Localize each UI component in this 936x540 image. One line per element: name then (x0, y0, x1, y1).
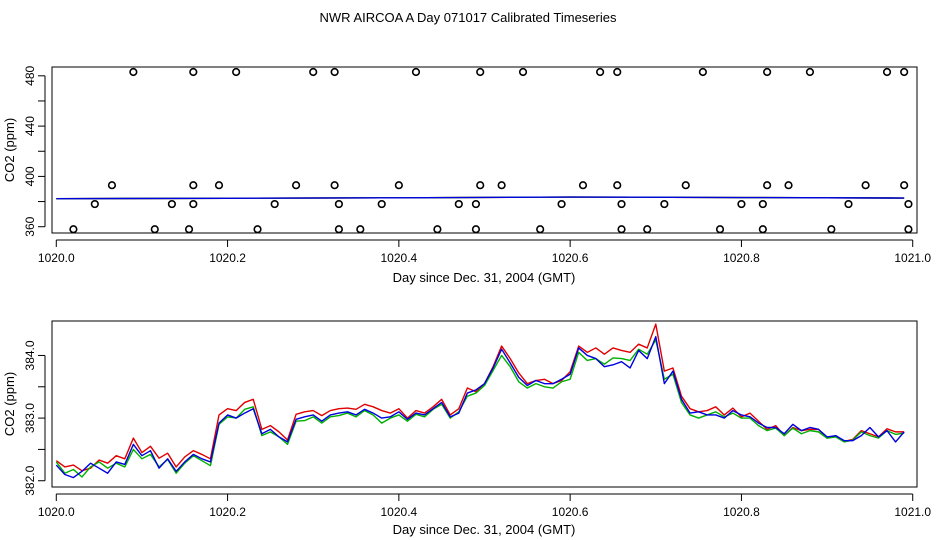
figure-title: NWR AIRCOA A Day 071017 Calibrated Times… (320, 10, 617, 25)
calibration-point (330, 67, 339, 77)
calibration-point (643, 225, 652, 234)
calibration-point (900, 67, 909, 77)
y-axis: 382.0 383.0 384.0 (23, 340, 46, 496)
calibration-point (882, 67, 892, 77)
y-axis-label: CO2 (ppm) (2, 372, 17, 436)
calibration-point (189, 181, 198, 190)
calibration-point (270, 199, 279, 209)
calibration-point (758, 225, 767, 234)
calibration-point (805, 67, 815, 77)
series-line-blue (55, 335, 905, 479)
calibration-point (184, 225, 194, 234)
calibration-point (763, 181, 772, 190)
calibration-point (471, 199, 481, 209)
calibration-point (557, 199, 566, 209)
x-tick-label: 1020.2 (209, 251, 246, 265)
calibration-point (698, 67, 707, 77)
calibration-point (861, 181, 870, 190)
calibration-point (596, 67, 605, 77)
calibration-point (715, 225, 725, 234)
x-tick-label: 1020.4 (381, 505, 418, 519)
x-axis-label: Day since Dec. 31, 2004 (GMT) (393, 270, 576, 285)
y-tick-label: 384.0 (23, 340, 37, 370)
calibration-point (476, 67, 485, 77)
series-line-green (55, 339, 905, 478)
calibration-point (613, 181, 622, 190)
calibration-point (253, 225, 262, 234)
calibration-point (681, 181, 690, 190)
plot-area (56, 67, 913, 234)
timeseries-panel: 1020.0 1020.2 1020.4 1020.6 1020.8 1021.0 382… (2, 320, 931, 537)
calibration-point (536, 225, 545, 234)
calibration-point (900, 181, 909, 190)
y-tick-label: 400 (23, 166, 37, 186)
x-tick-label: 1020.0 (38, 505, 75, 519)
x-axis-label: Day since Dec. 31, 2004 (GMT) (393, 522, 576, 537)
calibration-point (578, 181, 588, 190)
calibration-point (660, 199, 669, 209)
calibration-point (763, 67, 772, 77)
calibration-panel: 1020.0 1020.2 1020.4 1020.6 1020.8 1021.0 360… (2, 65, 931, 285)
calibration-point (377, 199, 386, 209)
calibration-point (334, 199, 344, 209)
calibration-point (476, 181, 485, 190)
calibration-point (827, 225, 836, 234)
x-tick-label: 1021.0 (894, 251, 931, 265)
calibration-point (189, 67, 198, 77)
calibration-point (334, 225, 344, 234)
calibration-point (904, 225, 913, 234)
calibration-point (232, 67, 241, 77)
calibration-point (214, 181, 224, 190)
y-axis: 360 400 440 480 (23, 65, 46, 237)
calibration-point (844, 199, 853, 209)
plot-frame (51, 66, 918, 234)
calibration-point (330, 181, 339, 190)
calibration-point (107, 181, 117, 190)
calibration-point (784, 181, 793, 190)
y-axis-label: CO2 (ppm) (2, 118, 17, 182)
x-tick-label: 1020.0 (38, 251, 75, 265)
calibration-point (454, 199, 463, 209)
x-axis: 1020.0 1020.2 1020.4 1020.6 1020.8 1021.0 (38, 239, 931, 265)
x-axis: 1020.0 1020.2 1020.4 1020.6 1020.8 1021.0 (38, 493, 931, 519)
calibration-point (471, 225, 481, 234)
calibration-point (90, 199, 99, 209)
plot-area (55, 323, 905, 479)
x-tick-label: 1020.4 (381, 251, 418, 265)
calibration-point (617, 199, 626, 209)
calibration-point (356, 225, 365, 234)
calibration-point (189, 199, 198, 209)
y-tick-label: 360 (23, 216, 37, 236)
x-tick-label: 1020.6 (552, 251, 589, 265)
y-tick-label: 383.0 (23, 403, 37, 433)
calibration-point (518, 67, 528, 77)
calibration-point (411, 67, 421, 77)
calibration-point (904, 199, 913, 209)
calibration-point (617, 225, 626, 234)
x-tick-label: 1020.8 (723, 505, 760, 519)
calibration-point (69, 225, 78, 234)
calibration-point (167, 199, 177, 209)
calibration-point (433, 225, 442, 234)
calibration-point (394, 181, 403, 190)
calibration-point (613, 67, 622, 77)
x-tick-label: 1020.8 (723, 251, 760, 265)
calibration-point (309, 67, 318, 77)
calibration-point (150, 225, 159, 234)
calibration-point (129, 67, 138, 77)
y-tick-label: 382.0 (23, 465, 37, 495)
x-tick-label: 1021.0 (894, 505, 931, 519)
plot-frame (51, 320, 918, 488)
y-tick-label: 440 (23, 116, 37, 136)
x-tick-label: 1020.2 (209, 505, 246, 519)
calibration-point (291, 181, 301, 190)
calibration-point (758, 199, 767, 209)
calibration-point (737, 199, 746, 209)
calibration-point (497, 181, 506, 190)
series-line-red (55, 323, 905, 472)
y-tick-label: 480 (23, 65, 37, 85)
x-tick-label: 1020.6 (552, 505, 589, 519)
series-line-blue (56, 196, 905, 200)
